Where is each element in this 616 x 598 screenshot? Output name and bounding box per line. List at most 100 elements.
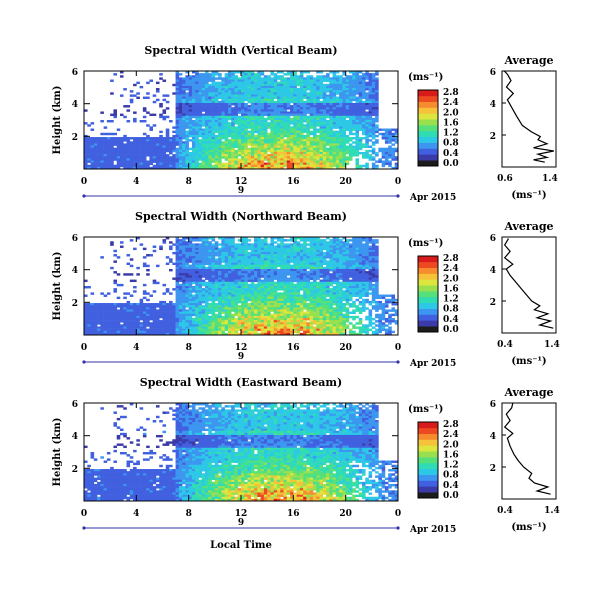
heatmap-cell	[178, 102, 183, 106]
heatmap-cell	[241, 147, 245, 151]
heatmap-cell	[241, 100, 245, 104]
heatmap-cell	[293, 73, 297, 76]
heatmap-cell	[198, 75, 203, 78]
heatmap-cell	[244, 273, 248, 276]
heatmap-cell	[234, 258, 239, 261]
heatmap-cell	[303, 92, 307, 95]
heatmap-cell	[195, 113, 199, 117]
heatmap-cell	[142, 328, 147, 332]
heatmap-cell	[162, 149, 167, 153]
heatmap-cell	[214, 251, 219, 255]
heatmap-cell	[254, 120, 258, 123]
heatmap-cell	[84, 164, 88, 168]
heatmap-cell	[208, 243, 212, 246]
heatmap-cell	[185, 132, 189, 136]
heatmap-cell	[244, 139, 248, 142]
heatmap-cell	[260, 313, 265, 317]
heatmap-cell	[224, 145, 229, 148]
heatmap-cell	[231, 286, 235, 289]
heatmap-cell	[198, 324, 203, 327]
heatmap-cell	[162, 145, 167, 148]
heatmap-cell	[293, 100, 297, 104]
heatmap-cell	[136, 164, 140, 168]
heatmap-cell	[227, 298, 232, 302]
heatmap-cell	[182, 79, 186, 82]
heatmap-cell	[110, 324, 114, 327]
heatmap-cell	[234, 317, 239, 321]
heatmap-cell	[224, 105, 229, 108]
heatmap-cell	[237, 268, 242, 272]
heatmap-cell	[355, 115, 360, 119]
heatmap-cell	[175, 137, 180, 140]
heatmap-cell	[260, 330, 265, 334]
heatmap-cell	[188, 151, 193, 155]
heatmap-cell	[205, 298, 209, 302]
heatmap-cell	[237, 122, 242, 125]
heatmap-cell	[381, 137, 386, 140]
heatmap-cell	[306, 156, 310, 159]
heatmap-cell	[234, 117, 239, 121]
heatmap-cell	[178, 298, 183, 302]
heatmap-cell	[362, 90, 366, 93]
heatmap-cell	[205, 290, 209, 293]
heatmap-cell	[244, 111, 248, 114]
heatmap-cell	[208, 277, 212, 280]
heatmap-cell	[371, 102, 376, 106]
heatmap-cell	[270, 141, 275, 144]
heatmap-cell	[227, 266, 232, 270]
heatmap-cell	[100, 322, 104, 325]
heatmap-cell	[283, 96, 288, 99]
heatmap-cell	[273, 162, 278, 166]
heatmap-cell	[155, 326, 160, 329]
heatmap-cell	[231, 249, 235, 253]
heatmap-cell	[247, 322, 252, 325]
heatmap-cell	[254, 251, 258, 255]
heatmap-cell	[290, 128, 294, 131]
heatmap-cell	[394, 139, 398, 142]
heatmap-cell	[100, 332, 104, 335]
heatmap-cell	[211, 132, 216, 136]
heatmap-cell	[378, 132, 382, 136]
heatmap-cell	[208, 75, 212, 78]
heatmap-cell	[381, 134, 386, 138]
avg-y-tick: 4	[490, 100, 496, 110]
heatmap-cell	[142, 326, 147, 329]
heatmap-cell	[201, 283, 206, 287]
heatmap-cell	[371, 98, 376, 102]
heatmap-cell	[159, 145, 163, 148]
heatmap-cell	[218, 73, 222, 76]
heatmap-cell	[237, 160, 242, 163]
heatmap-cell	[241, 96, 245, 99]
heatmap-cell	[214, 320, 219, 323]
heatmap-cell	[309, 132, 314, 136]
heatmap-cell	[339, 90, 343, 93]
heatmap-cell	[218, 256, 222, 259]
heatmap-cell	[306, 130, 310, 134]
heatmap-cell	[257, 239, 261, 242]
heatmap-cell	[241, 260, 245, 263]
heatmap-cell	[224, 92, 229, 95]
heatmap-cell	[371, 92, 376, 95]
heatmap-cell	[123, 315, 127, 319]
heatmap-cell	[201, 254, 206, 257]
heatmap-cell	[201, 109, 206, 112]
heatmap-cell	[208, 111, 212, 114]
heatmap-cell	[182, 160, 186, 163]
heatmap-cell	[241, 300, 245, 304]
heatmap-cell	[309, 139, 314, 142]
heatmap-cell	[142, 307, 147, 310]
heatmap-cell	[244, 107, 248, 110]
heatmap-cell	[234, 300, 239, 304]
heatmap-cell	[155, 158, 160, 161]
heatmap-cell	[182, 307, 186, 310]
heatmap-cell	[263, 85, 268, 89]
heatmap-cell	[237, 283, 242, 287]
heatmap-cell	[159, 320, 163, 323]
heatmap-cell	[188, 283, 193, 287]
heatmap-cell	[175, 315, 180, 319]
heatmap-cell	[316, 85, 320, 89]
heatmap-cell	[250, 102, 255, 106]
heatmap-cell	[263, 256, 268, 259]
heatmap-cell	[113, 139, 118, 142]
heatmap-cell	[162, 322, 167, 325]
